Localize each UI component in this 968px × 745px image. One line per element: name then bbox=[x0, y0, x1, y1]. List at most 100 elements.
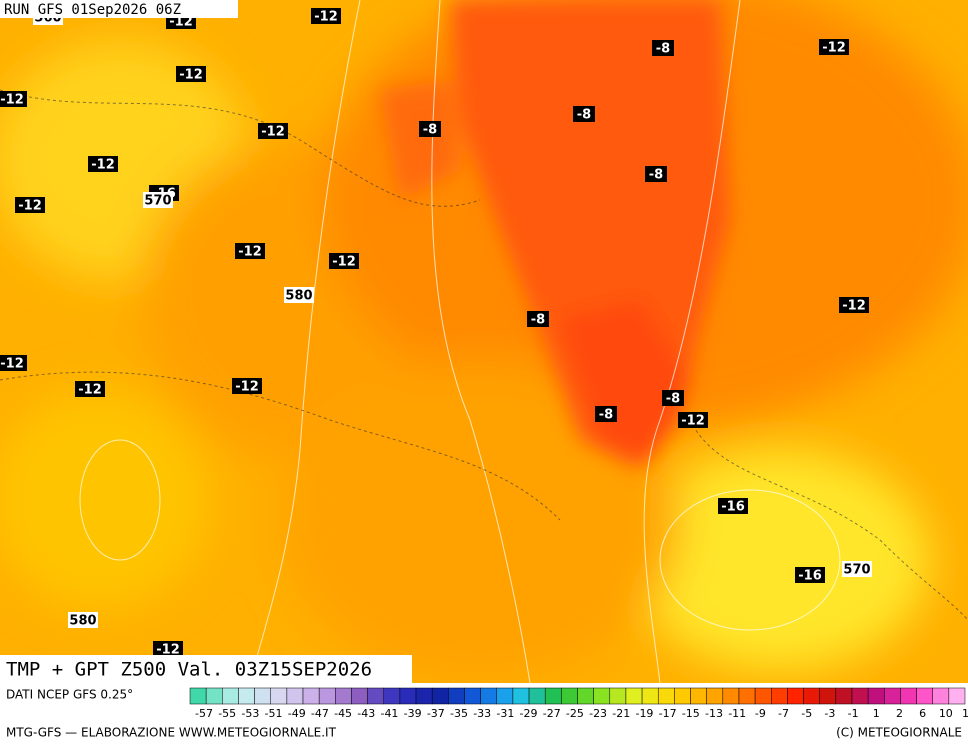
temperature-label: -8 bbox=[577, 108, 591, 123]
label-box bbox=[419, 121, 441, 137]
temperature-label: -8 bbox=[423, 123, 437, 138]
label-box bbox=[662, 390, 684, 406]
colorbar-label: -15 bbox=[682, 707, 700, 720]
colorbar-label: -29 bbox=[520, 707, 538, 720]
colorbar-swatch bbox=[754, 687, 772, 705]
colorbar-swatch bbox=[819, 687, 837, 705]
label-box bbox=[329, 253, 359, 269]
colorbar-label: -21 bbox=[612, 707, 630, 720]
colorbar-label: -1 bbox=[848, 707, 859, 720]
colorbar-swatch bbox=[286, 687, 304, 705]
label-box bbox=[527, 311, 549, 327]
label-box bbox=[15, 197, 45, 213]
colorbar-label: -55 bbox=[218, 707, 236, 720]
temperature-label: -12 bbox=[18, 199, 42, 214]
colorbar-swatch bbox=[544, 687, 562, 705]
source-label: DATI NCEP GFS 0.25° bbox=[6, 688, 133, 702]
colorbar-swatch bbox=[238, 687, 255, 705]
colorbar-label: -27 bbox=[543, 707, 561, 720]
colorbar-swatch bbox=[302, 687, 320, 705]
height-label: 580 bbox=[285, 289, 312, 304]
colorbar-swatch bbox=[593, 687, 611, 705]
temperature-label: -12 bbox=[681, 414, 705, 429]
colorbar-swatch bbox=[351, 687, 368, 705]
temperature-label: -12 bbox=[0, 357, 24, 372]
colorbar-label: 6 bbox=[919, 707, 926, 720]
colorbar-swatch bbox=[383, 687, 401, 705]
colorbar-swatch bbox=[415, 687, 433, 705]
label-box bbox=[595, 406, 617, 422]
colorbar-swatch bbox=[706, 687, 724, 705]
height-label: 570 bbox=[144, 194, 171, 209]
colorbar-swatch bbox=[738, 687, 756, 705]
label-box bbox=[68, 612, 98, 628]
colorbar-swatch bbox=[948, 687, 966, 705]
colorbar-label: -51 bbox=[265, 707, 283, 720]
temperature-label: -12 bbox=[842, 299, 866, 314]
colorbar-swatch bbox=[674, 687, 691, 705]
label-box bbox=[573, 106, 595, 122]
label-box bbox=[0, 355, 27, 371]
colorbar-swatch bbox=[512, 687, 530, 705]
height-label: 570 bbox=[843, 563, 870, 578]
temperature-label: -12 bbox=[179, 68, 203, 83]
colorbar-swatch bbox=[916, 687, 933, 705]
colorbar-swatch bbox=[657, 687, 675, 705]
label-box bbox=[153, 641, 183, 657]
title-box bbox=[0, 655, 412, 683]
colorbar-label: 1 bbox=[873, 707, 880, 720]
colorbar-label: -19 bbox=[635, 707, 653, 720]
temperature-label: -12 bbox=[261, 125, 285, 140]
colorbar-swatch bbox=[722, 687, 740, 705]
label-box bbox=[75, 381, 105, 397]
temperature-label: -12 bbox=[235, 380, 259, 395]
temperature-label: -12 bbox=[156, 643, 180, 658]
colorbar-label: -45 bbox=[334, 707, 352, 720]
colorbar-swatch bbox=[690, 687, 707, 705]
run-label: RUN GFS 01Sep2026 06Z bbox=[4, 2, 181, 18]
colorbar-swatch bbox=[803, 687, 820, 705]
colorbar-swatch bbox=[335, 687, 352, 705]
height-label: 580 bbox=[69, 614, 96, 629]
colorbar-label: -7 bbox=[778, 707, 789, 720]
colorbar-label: -43 bbox=[357, 707, 375, 720]
temperature-label: -8 bbox=[666, 392, 680, 407]
temperature-label: -12 bbox=[314, 10, 338, 25]
temperature-label: -12 bbox=[169, 15, 193, 30]
colorbar-label: -41 bbox=[380, 707, 398, 720]
label-box bbox=[718, 498, 748, 514]
colorbar-label: -53 bbox=[241, 707, 259, 720]
colorbar-swatch bbox=[577, 687, 594, 705]
temperature-label: -12 bbox=[91, 158, 115, 173]
colorbar-label: -25 bbox=[566, 707, 584, 720]
label-box bbox=[235, 243, 265, 259]
temperature-label: -12 bbox=[822, 41, 846, 56]
colorbar-swatch bbox=[528, 687, 546, 705]
temperature-label: -16 bbox=[721, 500, 745, 515]
colorbar-label: -13 bbox=[705, 707, 723, 720]
colorbar-label: -57 bbox=[195, 707, 213, 720]
temperature-label: -8 bbox=[531, 313, 545, 328]
colorbar-swatch bbox=[189, 687, 207, 705]
colorbar-swatch bbox=[399, 687, 417, 705]
colorbar-label: -11 bbox=[728, 707, 746, 720]
colorbar: -57 -55 -53 -51 -49 -47 -45 -43 -41 -39 -37 -35 -33-… bbox=[189, 687, 968, 720]
colorbar-swatch bbox=[884, 687, 901, 705]
colorbar-swatch bbox=[867, 687, 885, 705]
colorbar-swatch bbox=[851, 687, 869, 705]
colorbar-swatch bbox=[609, 687, 627, 705]
colorbar-label: -37 bbox=[427, 707, 445, 720]
colorbar-label: -23 bbox=[589, 707, 607, 720]
colorbar-label: -47 bbox=[311, 707, 329, 720]
map-title: TMP + GPT Z500 Val. 03Z15SEP2026 bbox=[6, 659, 372, 681]
temperature-label: -8 bbox=[656, 42, 670, 57]
temperature-label: -12 bbox=[0, 93, 24, 108]
label-box bbox=[0, 91, 27, 107]
colorbar-swatch bbox=[367, 687, 384, 705]
footer-left: MTG-GFS — ELABORAZIONE WWW.METEOGIORNALE… bbox=[6, 726, 337, 740]
colorbar-swatch bbox=[625, 687, 643, 705]
colorbar-swatch bbox=[900, 687, 917, 705]
temperature-field bbox=[0, 0, 968, 683]
colorbar-label: -33 bbox=[473, 707, 491, 720]
colorbar-swatch bbox=[480, 687, 498, 705]
